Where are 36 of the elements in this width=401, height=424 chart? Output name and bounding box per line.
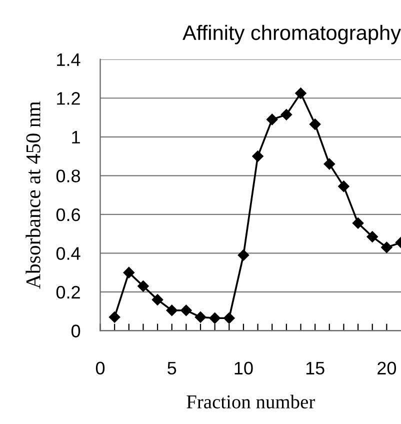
point [224,312,235,324]
point [152,294,164,306]
point [324,158,335,170]
point [309,118,321,130]
y-tick-label: 0.8 [56,170,80,182]
x-tick-label: 5 [168,362,176,375]
y-axis-title: Absorbance at 450 nm [26,101,40,289]
point [366,231,378,242]
x-tick-label: 0 [96,362,105,375]
point [166,304,178,316]
y-tick-label: 0.2 [56,286,80,299]
y-tick-label: 1.2 [57,92,80,105]
point [209,312,220,324]
point [138,280,149,292]
y-tick-label: 1 [72,131,80,144]
chart-title: Affinity chromatography [182,24,401,44]
point [108,312,120,323]
point [280,108,292,120]
x-axis-title: Fraction number [186,394,315,408]
point [123,266,134,278]
y-tick-label: 1.4 [57,53,80,66]
point [352,218,364,229]
x-tick-label: 15 [306,362,324,375]
point [180,304,192,316]
x-tick-label: 10 [234,362,253,375]
y-tick-label: 0 [71,324,80,338]
point [238,250,250,261]
point [194,312,206,323]
point [295,88,306,99]
point [252,150,264,162]
y-tick-label: 0.6 [56,208,80,222]
y-tick-label: 0.4 [56,247,80,260]
point [381,242,392,253]
x-tick-label: 20 [378,362,396,375]
point [338,180,350,192]
point [266,114,278,126]
